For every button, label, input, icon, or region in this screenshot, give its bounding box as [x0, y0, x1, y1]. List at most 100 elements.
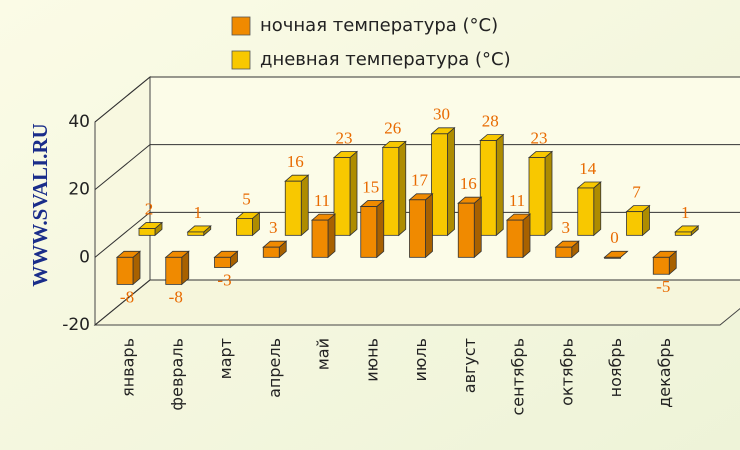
legend-label: ночная температура (°C) — [260, 15, 498, 36]
y-tick-label: 20 — [68, 180, 90, 200]
bar — [381, 140, 407, 237]
bar — [430, 126, 456, 237]
bar-front — [626, 211, 643, 236]
bar — [115, 250, 142, 286]
y-tick-label: 40 — [68, 112, 90, 132]
value-label: 1 — [681, 203, 690, 222]
bar — [674, 225, 700, 237]
grid-line — [94, 76, 740, 123]
bar-front — [165, 256, 183, 285]
bar-front — [674, 231, 692, 236]
bar-front — [431, 133, 448, 236]
x-tick-label: июнь — [362, 338, 381, 382]
bar-side — [398, 140, 407, 237]
x-tick-label: май — [314, 338, 333, 370]
x-tick-label: ноябрь — [606, 338, 625, 397]
value-label: 14 — [579, 159, 597, 178]
grid-line — [94, 279, 740, 326]
value-label: 16 — [287, 152, 304, 171]
bar-side — [522, 213, 531, 259]
y-tick-label: -20 — [62, 315, 90, 335]
bar-front — [116, 256, 134, 285]
value-label: 1 — [194, 203, 203, 222]
bar — [332, 150, 359, 237]
value-label: 3 — [562, 218, 571, 237]
legend-swatch — [231, 16, 251, 36]
watermark: WWW.SVALI.RU — [28, 123, 52, 286]
bar-side — [349, 150, 358, 237]
bar-side — [544, 150, 553, 237]
value-label: 23 — [531, 128, 548, 147]
bar-front — [284, 180, 302, 236]
legend-swatch — [231, 50, 251, 70]
plot-area: -20 0 20 40 январь 2 -8 февраль 1 -8 март 5 -3 апрель… — [62, 75, 740, 416]
value-label: 7 — [632, 183, 641, 202]
x-tick-label: март — [216, 338, 235, 379]
bar-side — [473, 196, 482, 259]
bar-front — [311, 219, 329, 258]
x-tick-label: июль — [411, 338, 430, 382]
bar — [213, 250, 239, 269]
bar — [554, 240, 580, 259]
value-label: 30 — [433, 105, 450, 124]
value-label: 3 — [269, 218, 278, 237]
bar-front — [604, 256, 621, 259]
bar-side — [425, 192, 433, 259]
value-label: 0 — [610, 228, 619, 247]
x-tick-label: сентябрь — [509, 338, 528, 416]
bar — [408, 192, 434, 259]
bar-front — [457, 202, 475, 258]
bar — [186, 225, 212, 237]
value-label: 11 — [314, 191, 330, 210]
bar — [262, 240, 288, 259]
bar — [359, 199, 385, 259]
grid-line — [94, 144, 740, 191]
value-label: 5 — [242, 189, 251, 208]
bar-front — [382, 146, 400, 236]
value-label: 15 — [362, 177, 379, 196]
x-tick-label: февраль — [167, 338, 186, 411]
grid-line — [94, 211, 740, 258]
bar-front — [528, 157, 546, 236]
bar-front — [479, 140, 497, 236]
bar-front — [262, 246, 280, 258]
bar — [652, 250, 678, 276]
bar — [164, 250, 190, 286]
bar — [505, 213, 532, 259]
value-label: 28 — [482, 112, 499, 131]
bar-front — [333, 157, 351, 236]
bar-front — [360, 206, 378, 258]
bar-front — [652, 256, 670, 275]
x-tick-label: апрель — [265, 338, 284, 398]
bar — [235, 211, 261, 237]
bar-front — [555, 246, 573, 258]
bar — [310, 213, 337, 259]
value-label: 16 — [460, 174, 477, 193]
value-label: 11 — [509, 191, 525, 210]
bar-front — [577, 187, 595, 236]
value-label: -5 — [656, 277, 670, 296]
bar — [457, 196, 483, 259]
x-tick-label: октябрь — [557, 338, 576, 406]
bar-front — [506, 219, 524, 258]
value-label: 26 — [384, 118, 401, 137]
bar — [479, 133, 505, 237]
bar — [625, 204, 651, 237]
value-label: -8 — [169, 287, 183, 306]
bar — [527, 150, 554, 237]
x-tick-label: январь — [119, 338, 138, 397]
legend-label: дневная температура (°C) — [260, 49, 511, 70]
value-label: 23 — [336, 128, 353, 147]
bar-side — [300, 174, 309, 237]
bar-front — [214, 256, 231, 268]
bar-side — [593, 181, 602, 237]
value-label: -3 — [217, 270, 231, 289]
bar — [284, 174, 310, 237]
value-label: 17 — [411, 171, 429, 190]
bar-front — [187, 231, 205, 236]
value-label: 2 — [145, 199, 154, 218]
y-tick-label: 0 — [79, 247, 90, 267]
bar — [137, 221, 164, 237]
value-label: -8 — [120, 287, 134, 306]
bar — [603, 250, 629, 259]
